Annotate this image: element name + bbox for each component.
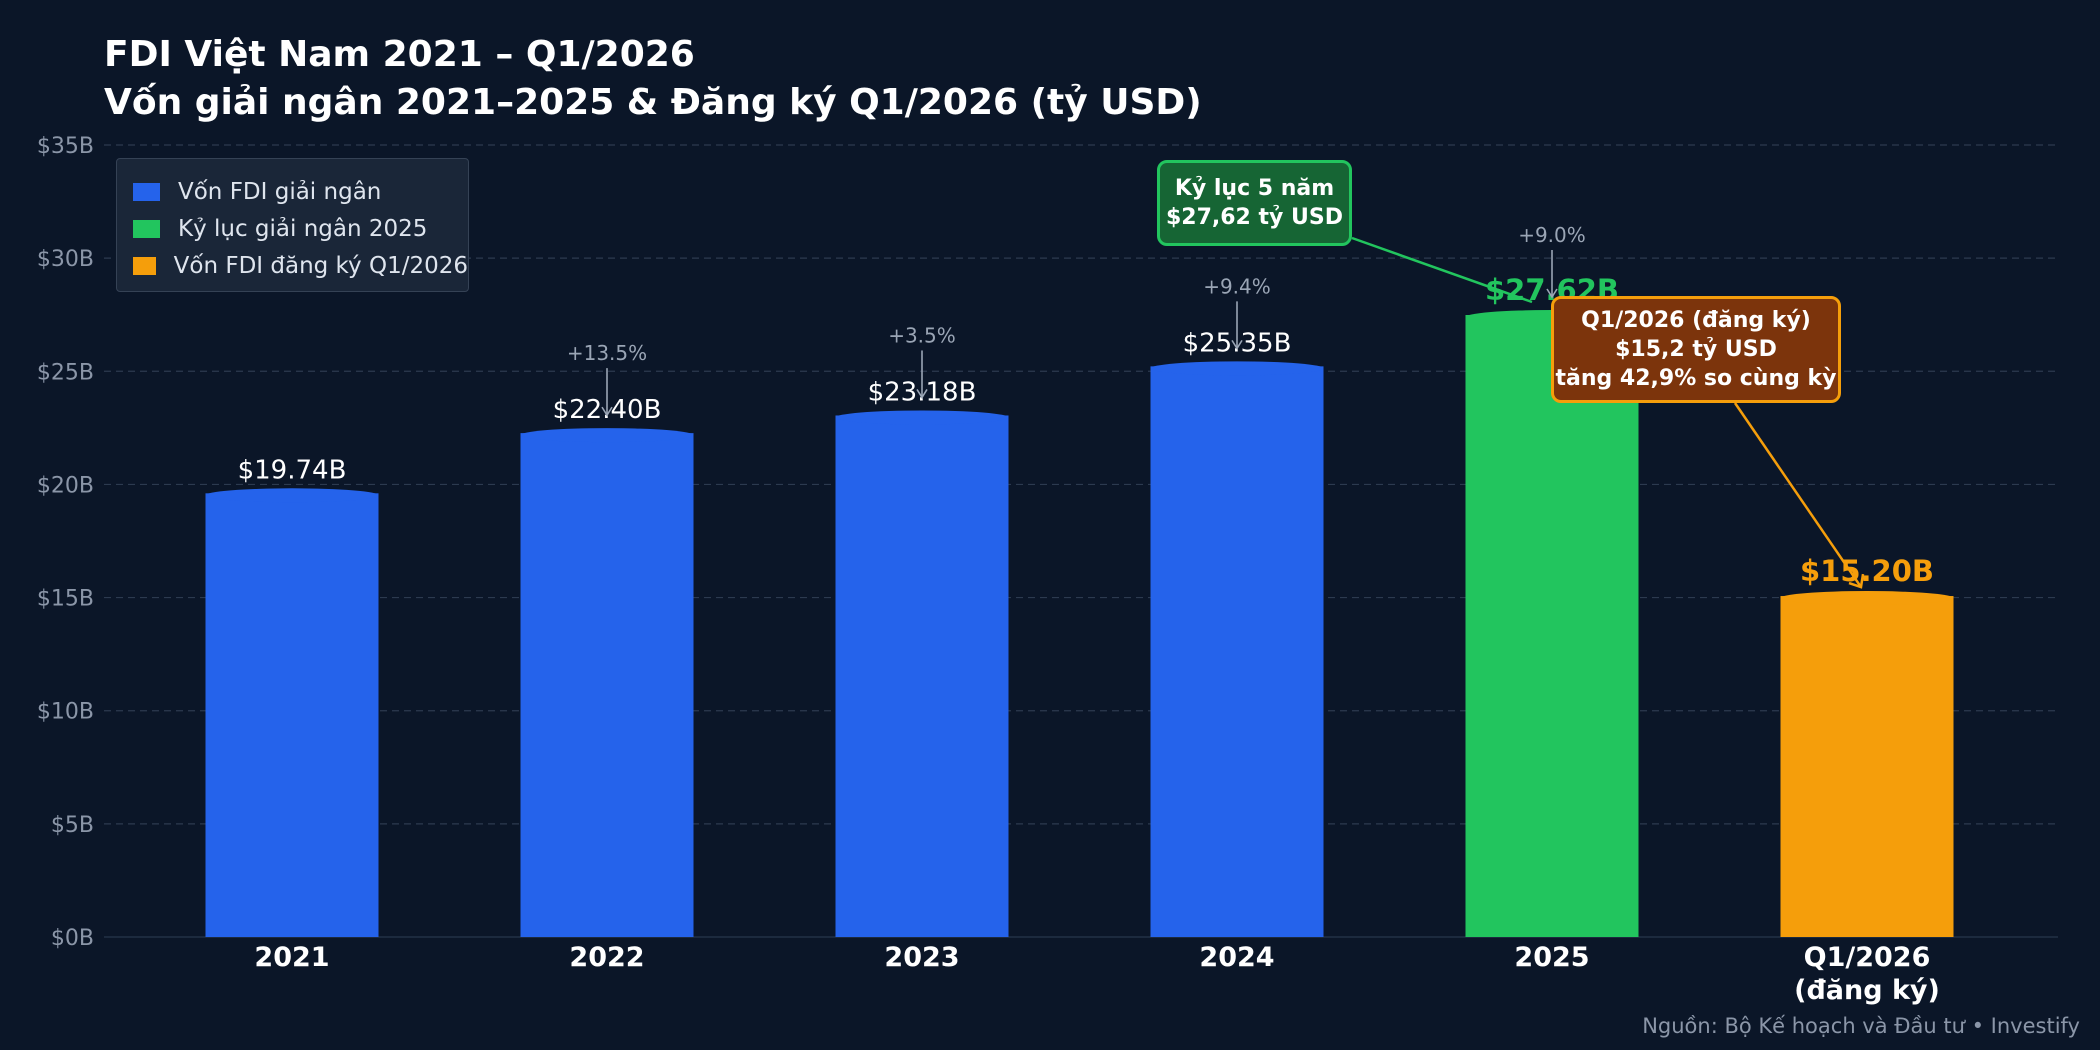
- growth-label: +9.0%: [1518, 223, 1586, 247]
- bar-top: [1780, 591, 1954, 606]
- source-note: Nguồn: Bộ Kế hoạch và Đầu tư • Investify: [1642, 1014, 2080, 1038]
- x-tick-label: (đăng ký): [1794, 975, 1940, 1006]
- x-tick-label: 2022: [569, 942, 644, 973]
- bar-top: [205, 488, 379, 503]
- chart-title: FDI Việt Nam 2021 – Q1/2026: [104, 34, 695, 75]
- bar: [1150, 366, 1324, 937]
- legend-swatch-record: [133, 219, 160, 238]
- x-tick-label: 2024: [1199, 942, 1274, 973]
- growth-arrowhead: [1546, 288, 1558, 299]
- y-tick-label: $10B: [37, 700, 94, 725]
- y-tick-label: $30B: [37, 247, 94, 272]
- growth-label: +13.5%: [567, 341, 647, 365]
- y-tick-label: $5B: [51, 813, 94, 838]
- callout-record-line2: $27,62 tỷ USD: [1165, 205, 1344, 230]
- x-tick-label: 2025: [1514, 942, 1589, 973]
- bar: [1465, 314, 1639, 937]
- legend: Vốn FDI giải ngân Kỷ lục giải ngân 2025 …: [116, 158, 469, 292]
- bar-top: [520, 428, 694, 443]
- bar: [520, 433, 694, 937]
- chart-subtitle: Vốn giải ngân 2021–2025 & Đăng ký Q1/202…: [104, 82, 1202, 123]
- legend-item-record: Kỷ lục giải ngân 2025: [133, 210, 468, 247]
- bar-top: [1150, 361, 1324, 376]
- growth-arrowhead: [601, 406, 613, 417]
- legend-item-disbursed: Vốn FDI giải ngân: [133, 173, 468, 210]
- callout-q1-connector: [1733, 402, 1863, 588]
- y-tick-label: $25B: [37, 360, 94, 385]
- legend-label-record: Kỷ lục giải ngân 2025: [178, 215, 428, 242]
- legend-item-registered: Vốn FDI đăng ký Q1/2026: [133, 247, 468, 284]
- bar: [1780, 596, 1954, 937]
- y-tick-label: $35B: [37, 134, 94, 159]
- bar: [205, 493, 379, 937]
- callout-record-line1: Kỷ lục 5 năm: [1174, 176, 1335, 201]
- growth-arrowhead: [1231, 339, 1243, 350]
- x-tick-label: 2021: [254, 942, 329, 973]
- value-label: $19.74B: [238, 455, 347, 485]
- callout-q1-line2: $15,2 tỷ USD: [1615, 337, 1777, 362]
- value-label: $15.20B: [1800, 554, 1934, 588]
- x-tick-label: Q1/2026: [1804, 942, 1931, 973]
- y-tick-label: $15B: [37, 587, 94, 612]
- legend-label-disbursed: Vốn FDI giải ngân: [178, 178, 382, 205]
- bar-top: [835, 410, 1009, 425]
- legend-label-registered: Vốn FDI đăng ký Q1/2026: [173, 252, 468, 279]
- callout-q1-line1: Q1/2026 (đăng ký): [1581, 308, 1811, 333]
- callout-q1-line3: tăng 42,9% so cùng kỳ: [1555, 366, 1837, 391]
- y-tick-label: $0B: [51, 926, 94, 951]
- bar: [835, 415, 1009, 937]
- growth-arrowhead: [916, 389, 928, 399]
- legend-swatch-registered: [133, 256, 156, 275]
- x-tick-label: 2023: [884, 942, 959, 973]
- callout-record: Kỷ lục 5 năm $27,62 tỷ USD: [1157, 160, 1352, 246]
- growth-label: +3.5%: [888, 323, 956, 347]
- y-tick-label: $20B: [37, 473, 94, 498]
- callout-q1-registered: Q1/2026 (đăng ký) $15,2 tỷ USD tăng 42,9…: [1551, 296, 1841, 403]
- growth-label: +9.4%: [1203, 274, 1271, 298]
- legend-swatch-disbursed: [133, 182, 160, 201]
- callout-q1-arrowhead: [1848, 573, 1865, 589]
- callout-record-connector: [1351, 236, 1533, 304]
